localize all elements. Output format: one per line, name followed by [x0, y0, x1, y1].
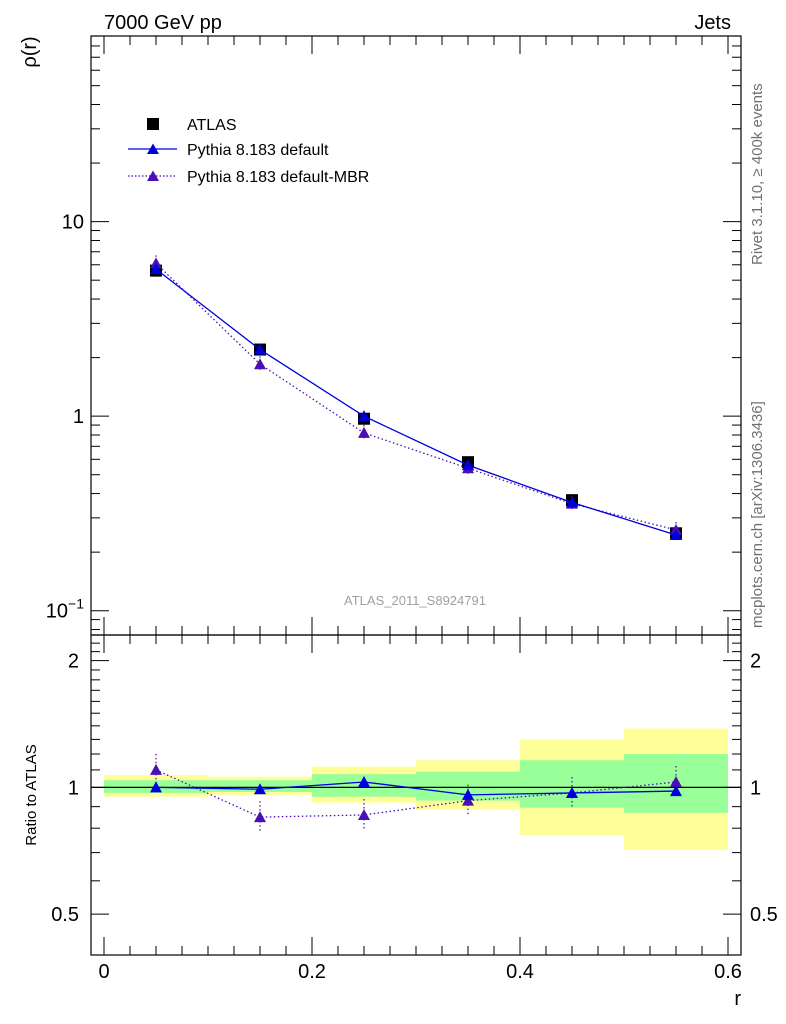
main-plot-marks — [150, 255, 682, 540]
source-reference-label: mcplots.cern.ch [arXiv:1306.3436] — [749, 401, 766, 628]
mbr-data-point — [150, 257, 162, 269]
ratio-default-point — [670, 785, 682, 797]
ratio-ytick-label-right: 1 — [750, 777, 761, 799]
legend: ATLAS Pythia 8.183 default Pythia 8.183 … — [128, 117, 369, 186]
main-ytick-label: 10 — [62, 212, 84, 234]
xtick-label: 0.4 — [506, 961, 534, 983]
ratio-mbr-point — [254, 811, 266, 823]
mbr-data-point — [254, 358, 266, 370]
default-data-point — [462, 459, 474, 471]
default-data-point — [358, 410, 370, 422]
ratio-ytick-label-right: 0.5 — [750, 904, 778, 926]
xtick-label: 0.2 — [298, 961, 326, 983]
default-series-line — [155, 268, 677, 536]
legend-default-label: Pythia 8.183 default — [187, 142, 329, 159]
ratio-band-inner — [520, 760, 624, 808]
xtick-label: 0 — [98, 961, 109, 983]
ratio-default-point — [358, 775, 370, 787]
ratio-ytick-label-right: 2 — [750, 651, 761, 673]
default-data-point — [670, 528, 682, 540]
main-y-axis-title: ρ(r) — [19, 36, 41, 67]
ratio-default-line — [155, 781, 677, 796]
default-data-point — [566, 496, 578, 508]
ratio-default-point — [566, 786, 578, 798]
analysis-id-label: ATLAS_2011_S8924791 — [344, 593, 486, 608]
ratio-plot-marks — [91, 728, 741, 851]
legend-mbr-marker — [147, 170, 159, 181]
default-data-point — [254, 343, 266, 355]
default-data-point — [150, 263, 162, 275]
ratio-default-point — [254, 783, 266, 795]
ratio-ytick-label-left: 1 — [68, 777, 79, 799]
ratio-mbr-line — [155, 769, 677, 818]
mbr-data-point — [358, 426, 370, 438]
legend-atlas-label: ATLAS — [187, 117, 237, 134]
ratio-mbr-point — [462, 794, 474, 806]
main-plot-panel: 10−1 1 10 ATLAS_2011_S8924791 ρ(r) — [19, 35, 742, 636]
mbr-series-line — [155, 262, 677, 531]
ratio-mbr-point — [670, 775, 682, 787]
ratio-mbr-point — [150, 763, 162, 775]
ratio-ytick-label-left: 0.5 — [51, 904, 79, 926]
ratio-ytick-label-left: 2 — [68, 651, 79, 673]
ratio-default-point — [150, 781, 162, 793]
xtick-label: 0.6 — [714, 961, 742, 983]
ratio-plot-panel: 0.5 0.5 1 1 2 2 0 0.2 0.4 0.6 Ratio to ATLAS r — [23, 634, 778, 1010]
legend-mbr-label: Pythia 8.183 default-MBR — [187, 169, 369, 186]
legend-atlas-marker — [147, 118, 159, 130]
process-title: Jets — [694, 12, 731, 34]
ratio-y-axis-title: Ratio to ATLAS — [23, 744, 40, 845]
main-ytick-label: 10−1 — [46, 596, 84, 623]
ratio-default-point — [462, 788, 474, 800]
main-ytick-label: 1 — [73, 406, 84, 428]
ratio-mbr-point — [358, 808, 370, 820]
x-axis-title: r — [734, 988, 741, 1010]
legend-default-marker — [147, 143, 159, 154]
ratio-plot-frame: 0.5 0.5 1 1 2 2 0 0.2 0.4 0.6 — [51, 634, 778, 983]
collision-energy-title: 7000 GeV pp — [104, 12, 222, 34]
rivet-version-label: Rivet 3.1.10, ≥ 400k events — [749, 83, 766, 265]
